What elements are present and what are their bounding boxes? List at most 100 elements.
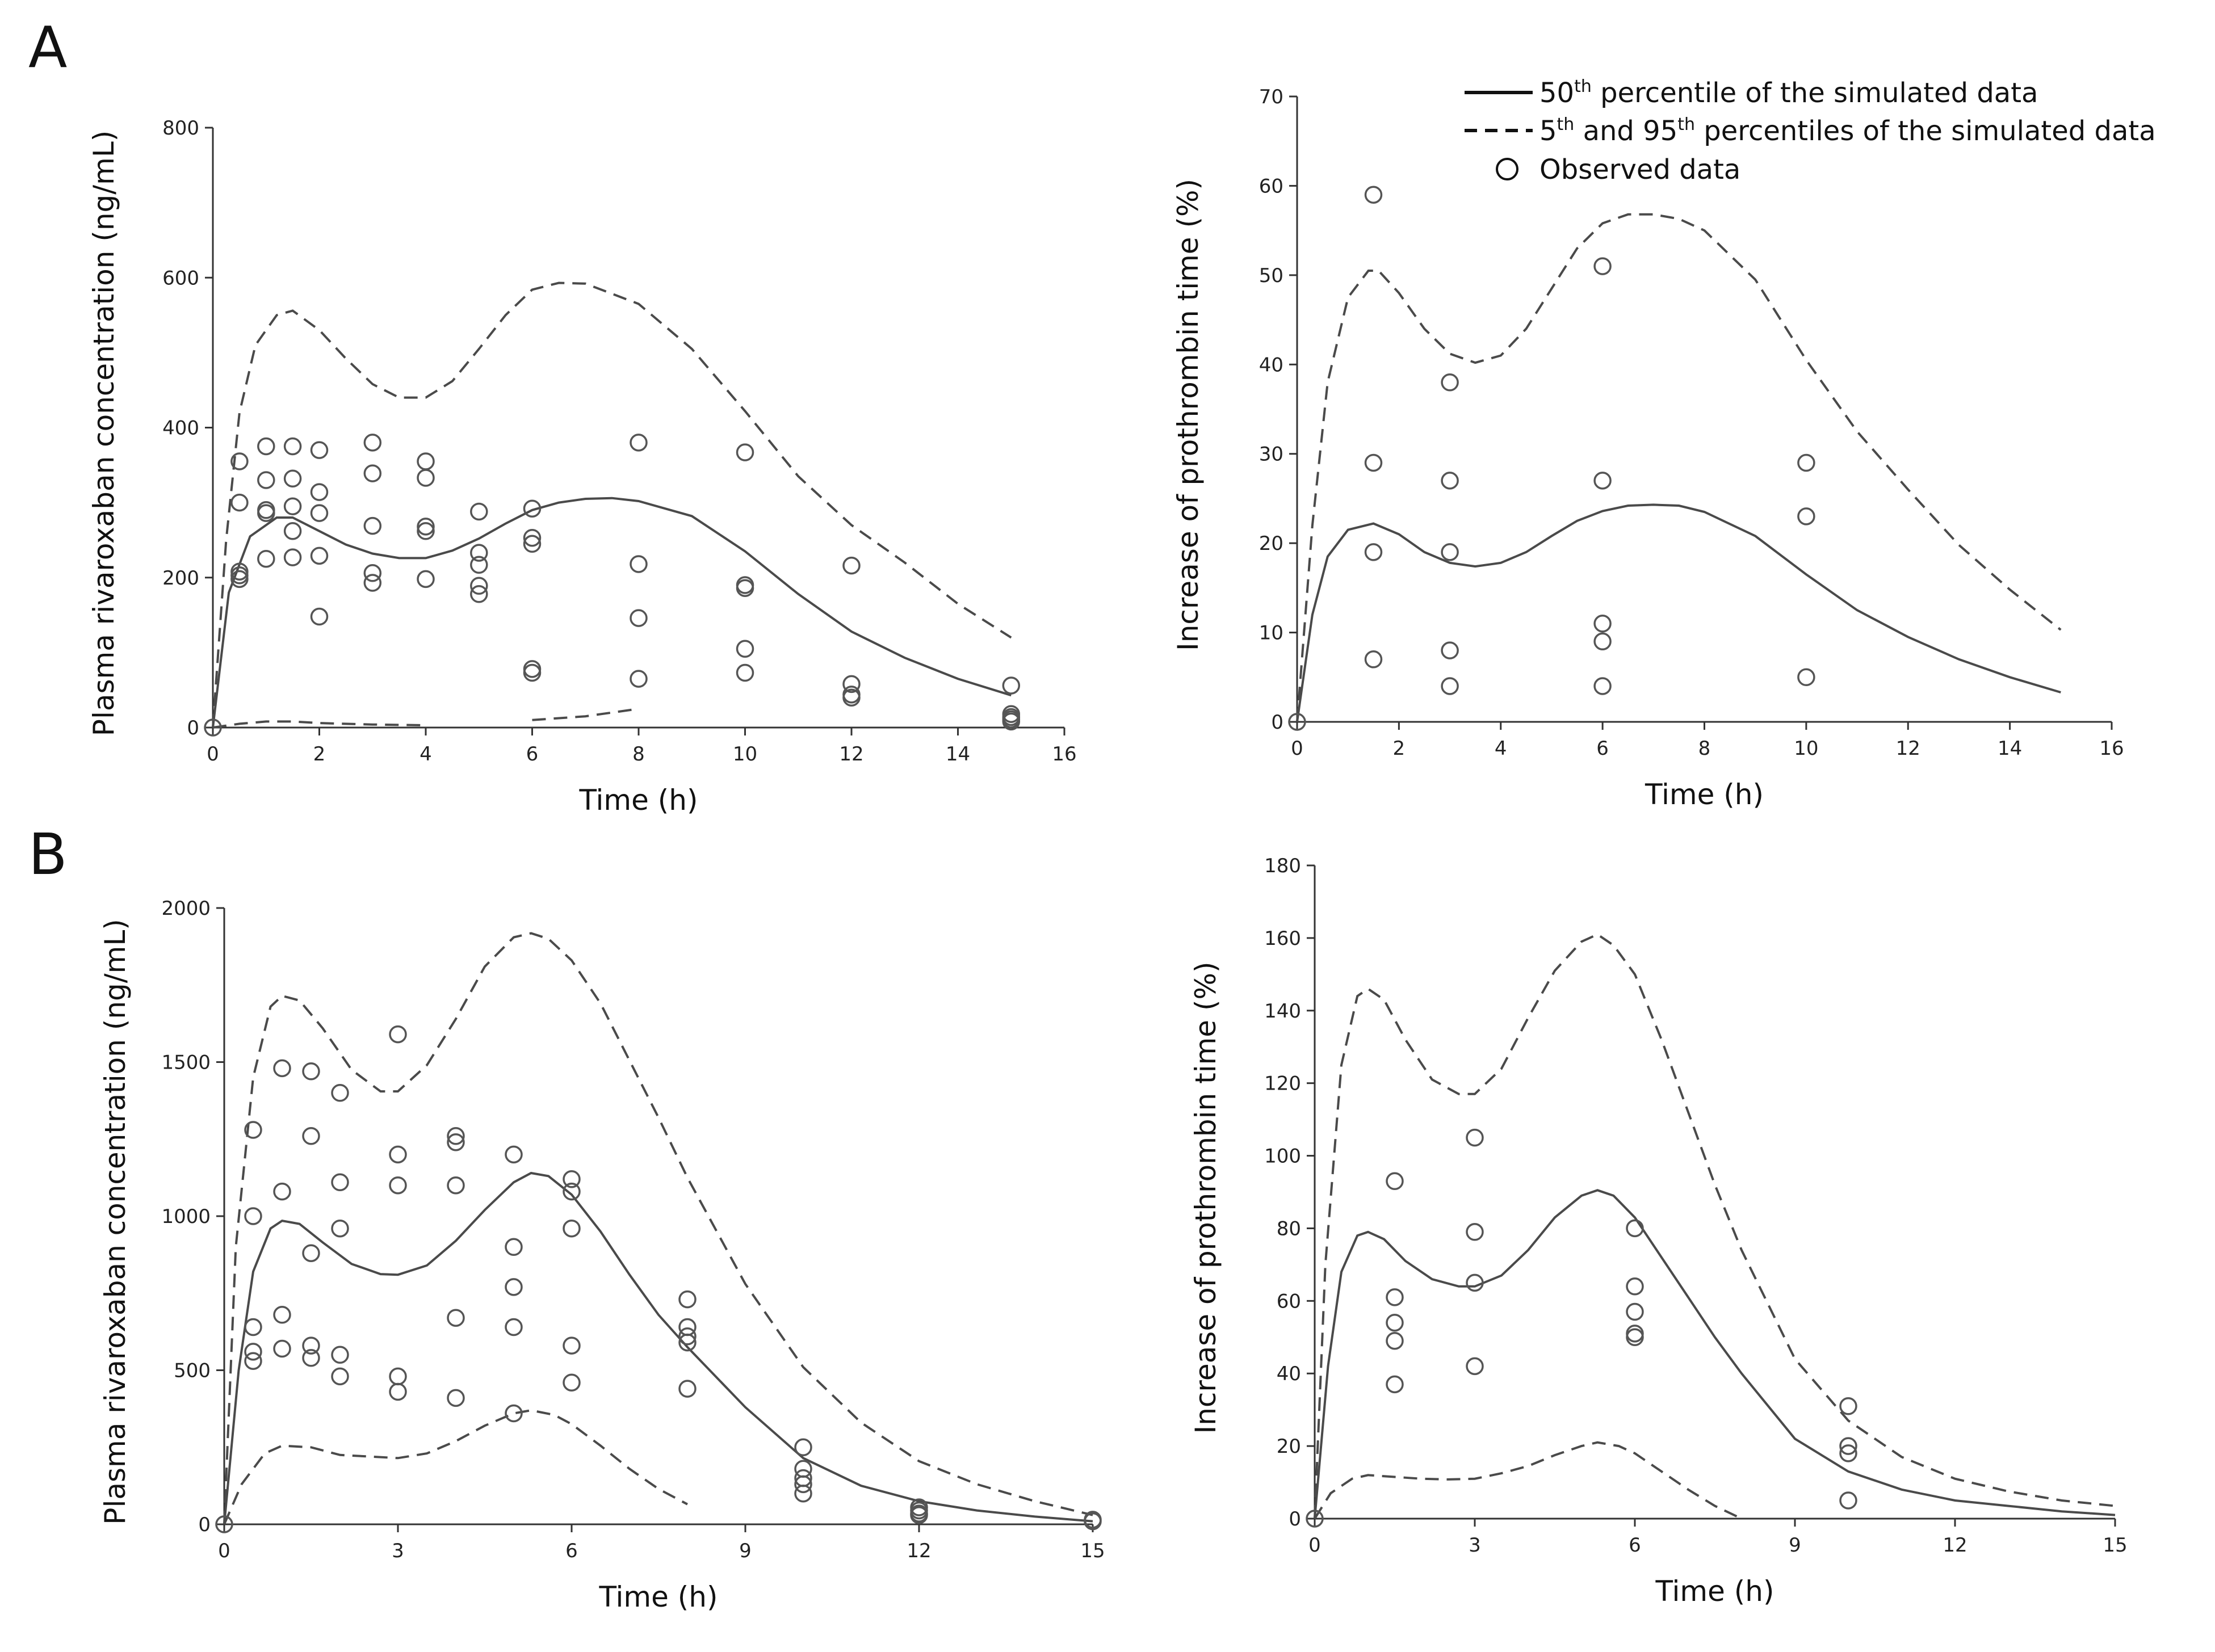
y-tick-label: 100 <box>1264 1145 1301 1168</box>
x-tick-label: 12 <box>907 1540 931 1562</box>
observed-point <box>230 452 249 470</box>
observed-point <box>1002 676 1021 695</box>
observed-point <box>302 1127 320 1145</box>
observed-point <box>1797 507 1815 526</box>
observed-point <box>842 688 861 707</box>
x-tick-label: 4 <box>1495 737 1507 760</box>
observed-point <box>630 555 648 573</box>
x-tick-label: 0 <box>1291 737 1303 760</box>
x-axis-label: Time (h) <box>599 1580 718 1613</box>
observed-point <box>1002 712 1021 731</box>
x-tick-label: 6 <box>565 1540 578 1562</box>
observed-point <box>1441 472 1459 490</box>
observed-point <box>630 609 648 627</box>
p5-curve <box>532 708 639 721</box>
observed-point <box>273 1182 291 1201</box>
observed-point <box>363 464 382 482</box>
observed-point <box>736 579 754 597</box>
observed-point <box>230 566 249 585</box>
observed-point <box>417 452 435 470</box>
x-tick-label: 2 <box>1393 737 1406 760</box>
y-tick-label: 50 <box>1259 264 1283 287</box>
chart-A-pt: 0 2 4 6 8 10 12 14 16 0 10 20 30 40 50 60 70 Time (h) Incr… <box>1172 86 2124 811</box>
observed-point <box>630 434 648 452</box>
observed-point <box>230 493 249 512</box>
y-tick-label: 0 <box>187 717 199 739</box>
observed-point <box>505 1404 523 1423</box>
observed-point <box>257 437 275 456</box>
observed-point <box>736 663 754 682</box>
observed-point <box>630 670 648 688</box>
observed-point <box>1441 641 1459 659</box>
legend-observed-marker <box>1496 158 1518 180</box>
observed-point <box>447 1389 465 1407</box>
observed-point <box>523 660 542 678</box>
observed-point <box>363 434 382 452</box>
observed-point <box>257 471 275 489</box>
x-tick-label: 8 <box>632 743 645 766</box>
observed-point <box>1466 1223 1484 1241</box>
x-tick-label: 10 <box>733 743 757 766</box>
p95-curve <box>1314 933 2116 1519</box>
observed-point <box>331 1173 349 1192</box>
chart-B-pt: 0 3 6 9 12 15 0 20 40 60 80 100 120 140 160 180 Time (h)… <box>1189 855 2128 1608</box>
p95-curve <box>212 281 1012 728</box>
y-tick-label: 10 <box>1259 622 1283 645</box>
observed-point <box>563 1336 581 1355</box>
observed-point <box>310 441 329 459</box>
observed-point <box>1386 1288 1404 1306</box>
observed-point <box>1364 453 1383 472</box>
observed-point <box>389 1145 407 1164</box>
y-tick-label: 120 <box>1264 1073 1301 1095</box>
observed-point <box>1386 1313 1404 1332</box>
x-tick-label: 15 <box>1080 1540 1105 1562</box>
y-tick-label: 800 <box>162 117 199 140</box>
y-tick-label: 20 <box>1277 1435 1301 1458</box>
observed-point <box>204 718 222 737</box>
observed-point <box>1441 677 1459 695</box>
observed-point <box>1306 1510 1324 1528</box>
x-tick-label: 2 <box>313 743 326 766</box>
observed-point <box>310 547 329 565</box>
observed-point <box>1441 373 1459 392</box>
observed-point <box>505 1278 523 1296</box>
observed-point <box>1386 1375 1404 1394</box>
observed-point <box>678 1327 697 1346</box>
observed-point <box>1839 1491 1857 1510</box>
observed-point <box>678 1380 697 1398</box>
observed-point <box>523 663 542 682</box>
observed-point <box>505 1318 523 1336</box>
observed-point <box>331 1367 349 1386</box>
observed-point <box>470 502 488 521</box>
observed-point <box>910 1506 928 1524</box>
observed-point <box>244 1318 262 1336</box>
x-tick-label: 0 <box>207 743 219 766</box>
observed-point <box>302 1062 320 1081</box>
y-tick-label: 70 <box>1259 86 1283 108</box>
observed-point <box>417 469 435 487</box>
y-tick-label: 400 <box>162 417 199 440</box>
observed-point <box>417 522 435 540</box>
observed-point <box>1797 453 1815 472</box>
y-tick-label: 40 <box>1277 1363 1301 1385</box>
y-tick-label: 60 <box>1277 1290 1301 1313</box>
legend-median-sup: th <box>1574 77 1592 96</box>
observed-point <box>470 556 488 574</box>
observed-point <box>283 522 302 540</box>
x-tick-label: 10 <box>1794 737 1818 760</box>
y-tick-label: 0 <box>198 1514 211 1536</box>
y-tick-label: 40 <box>1259 354 1283 376</box>
observed-point <box>257 549 275 568</box>
observed-point <box>244 1121 262 1139</box>
x-tick-label: 4 <box>419 743 432 766</box>
observed-point <box>523 535 542 553</box>
observed-point <box>310 504 329 522</box>
observed-point <box>389 1382 407 1401</box>
x-tick-label: 16 <box>2099 737 2124 760</box>
observed-point <box>244 1207 262 1225</box>
x-tick-label: 14 <box>1998 737 2022 760</box>
p5-curve <box>212 720 426 729</box>
observed-point <box>1839 1444 1857 1462</box>
x-tick-label: 6 <box>1596 737 1609 760</box>
